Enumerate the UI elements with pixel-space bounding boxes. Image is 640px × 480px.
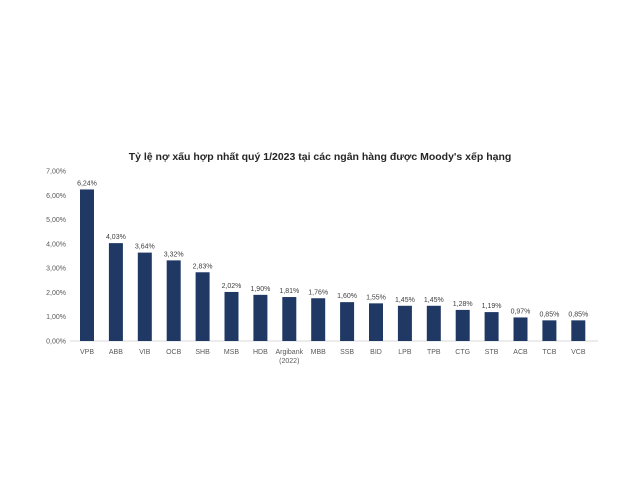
data-label: 1,45%: [424, 297, 444, 304]
bar-acb: [513, 317, 528, 341]
data-label: 3,64%: [135, 244, 155, 251]
data-label: 3,32%: [164, 251, 184, 258]
data-label: 1,55%: [366, 294, 386, 301]
y-tick-label: 2,00%: [46, 290, 66, 297]
bar-mbb: [311, 298, 326, 341]
bar-bid: [369, 303, 383, 341]
x-tick-label: ABB: [109, 349, 123, 356]
bar-shb: [195, 272, 210, 341]
y-tick-label: 7,00%: [46, 169, 66, 176]
data-label: 6,24%: [77, 180, 97, 187]
x-tick-label: CTG: [455, 349, 470, 356]
bar-lpb: [397, 305, 412, 341]
data-label: 1,81%: [279, 288, 299, 295]
bar-argibank: [282, 297, 297, 341]
bar-vib: [137, 252, 152, 341]
data-label: 0,85%: [539, 311, 559, 318]
bar-msb: [224, 291, 239, 341]
x-tick-label: TPB: [427, 349, 441, 356]
x-tick-label: Argibank (2022): [275, 349, 303, 365]
data-label: 1,45%: [395, 297, 415, 304]
bar-hdb: [253, 294, 268, 341]
y-tick-label: 4,00%: [46, 241, 66, 248]
x-tick-label: HDB: [253, 349, 268, 356]
x-tick-label: SHB: [195, 349, 210, 356]
x-tick-label: ACB: [513, 349, 528, 356]
x-tick-label: STB: [485, 349, 499, 356]
x-tick-label: MBB: [311, 349, 327, 356]
x-tick-label: LPB: [398, 349, 412, 356]
x-tick-label: OCB: [166, 349, 182, 356]
data-label: 1,76%: [308, 289, 328, 296]
chart-title: Tỷ lệ nợ xấu hợp nhất quý 1/2023 tại các…: [129, 151, 512, 163]
bar-ssb: [340, 302, 355, 341]
data-label: 2,02%: [222, 283, 242, 290]
x-tick-label: MSB: [224, 349, 240, 356]
x-tick-label: VCB: [571, 349, 586, 356]
data-label: 1,90%: [250, 286, 270, 293]
data-label: 1,19%: [482, 303, 502, 310]
bar-vcb: [571, 320, 586, 341]
data-label: 0,97%: [511, 308, 531, 315]
data-label: 1,28%: [453, 301, 473, 308]
y-tick-label: 1,00%: [46, 314, 66, 321]
bar-abb: [108, 243, 123, 341]
data-label: 4,03%: [106, 234, 126, 241]
y-axis: 0,00% 1,00% 2,00% 3,00% 4,00% 5,00% 6,00% 7,00%: [46, 169, 66, 346]
bar-ocb: [166, 260, 181, 341]
data-label: 0,85%: [568, 311, 588, 318]
bar-vpb: [80, 189, 94, 341]
x-tick-label: TCB: [542, 349, 556, 356]
y-tick-label: 0,00%: [46, 339, 66, 346]
x-tick-label: VIB: [139, 349, 151, 356]
data-label: 2,83%: [193, 263, 213, 270]
bars: 6,24% VPB 4,03% ABB 3,64% VIB 3,32% OCB 2,83% SHB…: [77, 180, 588, 365]
x-tick-label: SSB: [340, 349, 354, 356]
y-tick-label: 3,00%: [46, 266, 66, 273]
x-tick-label: BID: [370, 349, 382, 356]
bar-stb: [484, 312, 499, 341]
bar-tpb: [426, 305, 441, 341]
data-label: 1,60%: [337, 293, 357, 300]
y-tick-label: 5,00%: [46, 217, 66, 224]
y-tick-label: 6,00%: [46, 193, 66, 200]
bar-ctg: [455, 309, 470, 341]
x-tick-label: VPB: [80, 349, 94, 356]
bar-tcb: [542, 320, 557, 341]
